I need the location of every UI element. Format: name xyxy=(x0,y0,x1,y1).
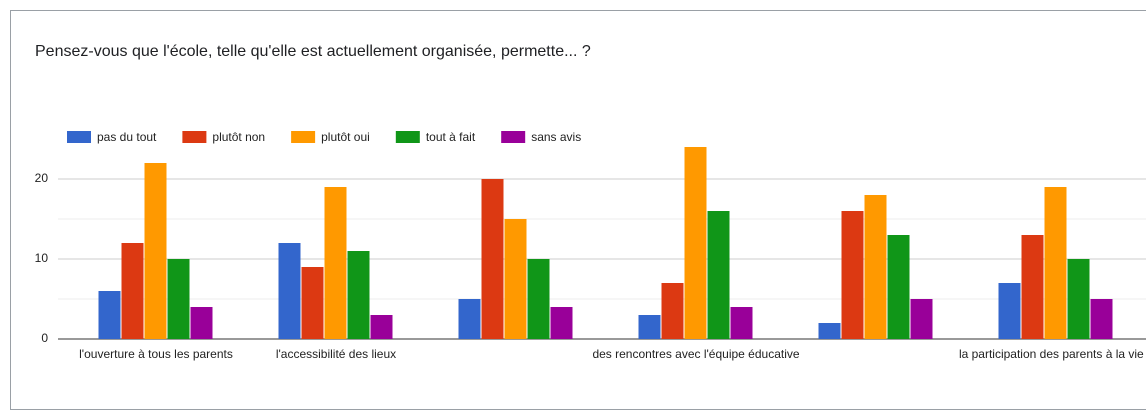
legend-swatch xyxy=(291,131,316,143)
bar xyxy=(1067,259,1090,339)
x-tick-label: la participation des parents à la vie s xyxy=(959,347,1146,361)
bar xyxy=(1021,235,1044,339)
legend-swatch xyxy=(182,131,207,143)
bar xyxy=(167,259,190,339)
bar xyxy=(121,243,144,339)
bar xyxy=(638,315,661,339)
legend-label: sans avis xyxy=(531,130,581,144)
bar xyxy=(684,147,707,339)
bar xyxy=(278,243,301,339)
legend-swatch xyxy=(395,131,420,143)
bar xyxy=(1090,299,1113,339)
bar xyxy=(841,211,864,339)
bar xyxy=(144,163,167,339)
bar xyxy=(324,187,347,339)
legend-label: tout à fait xyxy=(426,130,476,144)
bar xyxy=(370,315,393,339)
legend-label: pas du tout xyxy=(97,130,157,144)
chart-title: Pensez-vous que l'école, telle qu'elle e… xyxy=(35,43,591,60)
bar xyxy=(910,299,933,339)
legend-label: plutôt oui xyxy=(321,130,370,144)
x-tick-label: des rencontres avec l'équipe éducative xyxy=(592,347,799,361)
legend-swatch xyxy=(501,131,526,143)
bar xyxy=(190,307,213,339)
bar xyxy=(1044,187,1067,339)
x-tick-label: l'ouverture à tous les parents xyxy=(79,347,233,361)
bar xyxy=(527,259,550,339)
legend-label: plutôt non xyxy=(212,130,265,144)
chart-frame xyxy=(10,10,1146,410)
bar xyxy=(730,307,753,339)
bar xyxy=(98,291,121,339)
legend-swatch xyxy=(67,131,91,143)
bar xyxy=(887,235,910,339)
bar xyxy=(998,283,1021,339)
x-tick-label: l'accessibilité des lieux xyxy=(276,347,396,361)
bar xyxy=(481,179,504,339)
bar xyxy=(661,283,684,339)
bar xyxy=(458,299,481,339)
bar xyxy=(504,219,527,339)
bar xyxy=(301,267,324,339)
bar xyxy=(707,211,730,339)
bar xyxy=(347,251,370,339)
y-tick-label: 10 xyxy=(35,251,49,265)
y-tick-label: 20 xyxy=(35,171,49,185)
bar xyxy=(818,323,841,339)
bar xyxy=(550,307,573,339)
bar xyxy=(864,195,887,339)
y-tick-label: 0 xyxy=(41,331,48,345)
